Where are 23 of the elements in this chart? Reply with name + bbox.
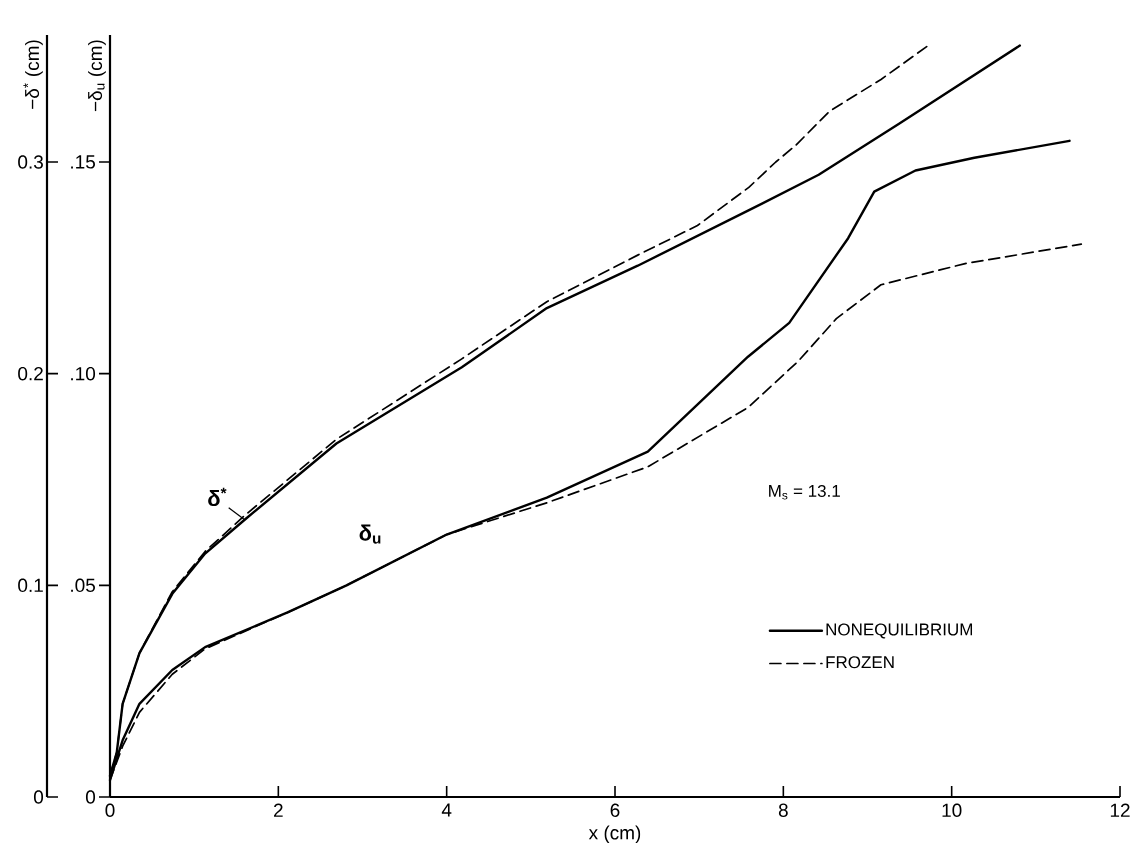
y2-tick-label: .15 xyxy=(71,155,96,169)
legend-label: FROZEN xyxy=(826,656,894,669)
y-tick-label: 0.2 xyxy=(18,366,43,381)
x-tick-label: 6 xyxy=(610,803,620,817)
x-tick-label: 4 xyxy=(441,803,452,817)
y2-tick-label: 0 xyxy=(85,790,96,804)
x-tick-label: 10 xyxy=(942,803,962,817)
y-axis-title: −δ$^{*}$ (cm) xyxy=(23,40,43,109)
annotation: δ$^{*}$ xyxy=(208,487,227,507)
legend-label: NONEQUILIBRIUM xyxy=(826,623,973,639)
y2-tick-label: .10 xyxy=(71,366,96,381)
annotation: δ$_{u}$ xyxy=(359,524,381,544)
x-tick-label: 8 xyxy=(778,803,788,817)
x-tick-label: 12 xyxy=(1110,803,1130,817)
annotation: M$_{s}$ = 13.1 xyxy=(769,484,840,500)
y2-tick-label: .05 xyxy=(71,578,96,593)
y2-axis-title: −δ$_{u}$ (cm) xyxy=(88,40,106,112)
y-tick-label: 0.1 xyxy=(18,578,43,593)
y-tick-label: 0.3 xyxy=(18,155,43,169)
x-tick-label: 2 xyxy=(274,803,283,817)
y-tick-label: 0 xyxy=(33,790,44,804)
x-axis-title: x (cm) xyxy=(588,825,641,843)
x-tick-label: 0 xyxy=(105,803,115,817)
